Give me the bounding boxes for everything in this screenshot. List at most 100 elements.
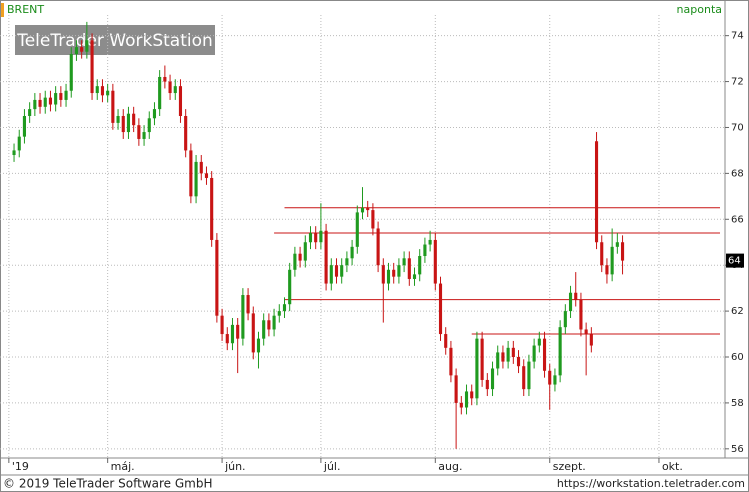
candle-body xyxy=(236,324,240,339)
candle-body xyxy=(262,320,266,339)
candle-body xyxy=(412,274,417,279)
candle-body xyxy=(594,141,599,243)
candle-body xyxy=(220,315,224,335)
candle-body xyxy=(33,99,37,110)
candle-body xyxy=(282,304,287,312)
candle-body xyxy=(568,292,573,312)
candle-body xyxy=(293,253,297,270)
y-tick-label: 58 xyxy=(731,398,744,409)
candle-body xyxy=(428,239,432,245)
candle-body xyxy=(620,242,625,261)
candle-body xyxy=(38,99,42,107)
watermark: TeleTrader WorkStation xyxy=(16,31,213,51)
title-marker xyxy=(1,3,4,17)
candle-body xyxy=(605,265,609,275)
candle-body xyxy=(314,233,318,243)
candle-body xyxy=(100,86,105,96)
candle-body xyxy=(386,269,391,284)
candle-body xyxy=(194,161,198,197)
last-price-label: 64 xyxy=(728,256,741,267)
candle-body xyxy=(17,136,21,151)
candle-body xyxy=(522,366,526,390)
candle-body xyxy=(80,47,84,52)
candle-body xyxy=(12,150,16,156)
candle-body xyxy=(527,361,531,390)
candle-body xyxy=(95,86,99,94)
period: naponta xyxy=(677,3,722,16)
candle-body xyxy=(355,212,359,247)
candle-body xyxy=(178,86,183,116)
candle-body xyxy=(142,132,146,139)
candle-body xyxy=(516,357,521,367)
candle-body xyxy=(459,402,463,408)
y-tick-label: 68 xyxy=(731,168,744,179)
candle-body xyxy=(298,253,302,261)
candle-body xyxy=(189,150,193,197)
candle-body xyxy=(584,329,588,335)
candle-body xyxy=(158,76,162,110)
candle-body xyxy=(324,230,328,284)
candle-body xyxy=(475,338,479,399)
candle-body xyxy=(454,375,458,403)
y-tick-label: 62 xyxy=(731,306,744,317)
y-tick-label: 70 xyxy=(731,122,744,133)
y-tick-label: 74 xyxy=(731,31,744,42)
candle-body xyxy=(43,97,47,107)
y-tick-label: 66 xyxy=(731,214,744,225)
candle-body xyxy=(111,90,115,123)
candle-body xyxy=(303,242,307,261)
candle-body xyxy=(69,54,73,91)
candle-body xyxy=(464,391,469,408)
candle-body xyxy=(558,327,562,376)
y-tick-label: 72 xyxy=(731,77,744,88)
x-tick-label: jún. xyxy=(224,460,246,473)
y-tick-label: 60 xyxy=(731,352,744,363)
candle-body xyxy=(74,47,79,55)
candle-body xyxy=(215,239,219,316)
candle-body xyxy=(574,292,578,300)
candle-body xyxy=(329,265,333,284)
last-price-box xyxy=(726,253,744,268)
candle-body xyxy=(402,258,406,266)
candle-body xyxy=(152,109,157,119)
candle-body xyxy=(54,93,58,105)
candle-body xyxy=(360,207,365,213)
candle-body xyxy=(506,347,510,362)
candle-body xyxy=(334,265,339,277)
candle-body xyxy=(444,334,448,348)
candle-body xyxy=(376,228,380,266)
candle-body xyxy=(485,379,489,390)
candle-body xyxy=(225,334,229,344)
candle-body xyxy=(449,347,453,376)
candle-body xyxy=(511,347,515,358)
candle-body xyxy=(548,370,552,385)
candle-body xyxy=(121,115,125,133)
candle-body xyxy=(256,338,261,353)
candle-body xyxy=(272,315,276,330)
candle-body xyxy=(163,76,167,82)
candle-body xyxy=(230,324,235,344)
y-tick-label: 56 xyxy=(731,444,744,455)
candle-body xyxy=(137,125,141,139)
watermark-box xyxy=(15,25,215,55)
candle-body xyxy=(210,177,214,240)
candle-body xyxy=(392,269,396,277)
candle-body xyxy=(615,242,619,247)
candle-body xyxy=(589,334,593,346)
candle-body xyxy=(173,86,177,94)
candle-body xyxy=(147,118,151,133)
candle-body xyxy=(22,115,27,137)
candle-body xyxy=(267,320,271,330)
x-tick-label: júl. xyxy=(323,460,341,473)
candle-body xyxy=(433,239,437,284)
candle-body xyxy=(64,90,68,100)
candle-body xyxy=(532,345,536,362)
candle-body xyxy=(542,338,547,371)
x-tick-label: szept. xyxy=(553,460,586,473)
candle-body xyxy=(397,265,401,277)
candle-body xyxy=(132,113,136,126)
candle-body xyxy=(106,90,110,96)
candle-body xyxy=(350,246,354,259)
url: https://workstation.teletrader.com xyxy=(557,477,745,490)
